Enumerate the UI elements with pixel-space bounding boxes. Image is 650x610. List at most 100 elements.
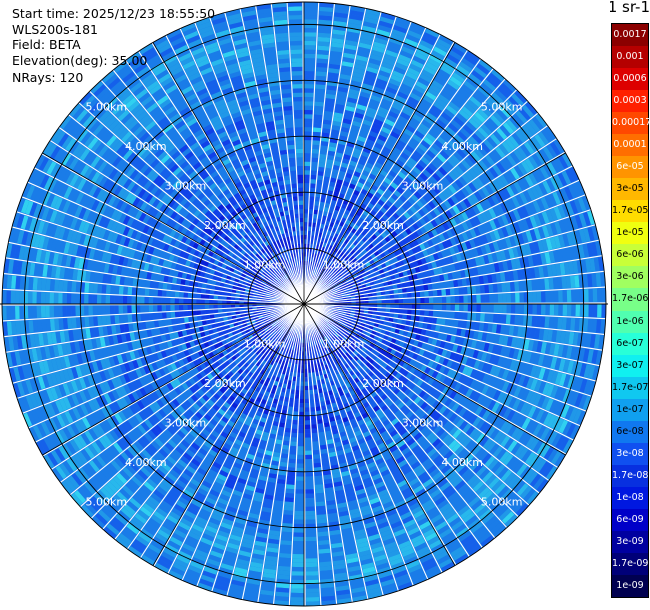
range-gate-cell	[410, 153, 420, 163]
range-gate-cell	[318, 268, 322, 274]
range-gate-cell	[441, 304, 447, 311]
range-gate-cell	[344, 244, 350, 250]
range-gate-cell	[541, 304, 546, 315]
range-gate-cell	[309, 394, 314, 399]
range-gate-cell	[588, 304, 594, 317]
range-gate-cell	[284, 427, 291, 433]
range-gate-cell	[304, 196, 309, 201]
range-gate-cell	[373, 41, 387, 49]
range-gate-cell	[294, 502, 304, 507]
range-gate-cell	[381, 181, 390, 189]
range-gate-cell	[312, 445, 320, 451]
range-gate-cell	[308, 222, 312, 227]
range-gate-cell	[313, 118, 322, 124]
range-gate-cell	[400, 83, 413, 92]
range-gate-cell	[321, 215, 327, 221]
range-gate-cell	[393, 66, 406, 75]
range-gate-cell	[435, 72, 448, 83]
range-gate-cell	[409, 169, 419, 179]
range-gate-cell	[424, 304, 430, 310]
range-gate-cell	[304, 49, 316, 54]
range-gate-cell	[322, 211, 328, 217]
range-gate-cell	[347, 187, 354, 194]
range-gate-cell	[372, 165, 381, 173]
range-gate-cell	[471, 70, 485, 82]
range-gate-cell	[313, 209, 319, 215]
range-gate-cell	[458, 87, 471, 99]
range-gate-cell	[425, 133, 436, 143]
range-gate-cell	[338, 211, 344, 217]
range-gate-cell	[354, 185, 362, 193]
range-gate-cell	[384, 90, 396, 99]
range-gate-cell	[419, 291, 425, 298]
range-gate-cell	[305, 510, 316, 516]
range-gate-cell	[317, 283, 322, 288]
range-gate-cell	[411, 88, 424, 98]
range-gate-cell	[407, 292, 412, 298]
range-gate-cell	[295, 389, 300, 395]
range-gate-cell	[454, 68, 468, 80]
range-gate-cell	[421, 119, 432, 129]
range-gate-cell	[518, 281, 524, 292]
range-gate-cell	[315, 406, 321, 412]
range-gate-cell	[304, 394, 309, 399]
range-gate-cell	[398, 87, 411, 96]
range-gate-cell	[305, 558, 318, 563]
range-gate-cell	[315, 188, 322, 194]
range-gate-cell	[304, 105, 313, 111]
range-gate-cell	[305, 463, 313, 468]
range-gate-cell	[366, 191, 374, 199]
range-gate-cell	[385, 49, 398, 58]
range-gate-cell	[314, 196, 321, 202]
range-gate-cell	[402, 293, 408, 299]
range-gate-cell	[307, 226, 312, 231]
range-gate-cell	[348, 133, 358, 140]
range-gate-cell	[317, 214, 323, 220]
range-gate-cell	[305, 566, 318, 572]
range-gate-cell	[484, 313, 490, 322]
range-gate-cell	[305, 515, 316, 520]
range-gate-cell	[347, 22, 362, 30]
range-gate-cell	[304, 58, 316, 63]
range-gate-cell	[362, 83, 374, 91]
range-gate-cell	[584, 304, 589, 317]
range-gate-cell	[319, 228, 324, 233]
range-gate-cell	[489, 294, 494, 303]
range-gate-cell	[313, 454, 321, 459]
range-gate-cell	[370, 184, 379, 192]
range-gate-cell	[351, 76, 363, 83]
range-gate-cell	[389, 37, 403, 46]
range-gate-cell	[304, 165, 311, 171]
range-gate-cell	[394, 294, 399, 299]
range-gate-cell	[349, 14, 363, 21]
range-gate-cell	[304, 204, 309, 210]
range-gate-cell	[488, 313, 494, 323]
range-gate-cell	[329, 55, 342, 61]
range-gate-cell	[304, 40, 316, 46]
range-gate-cell	[337, 234, 343, 241]
range-gate-cell	[344, 109, 354, 117]
range-gate-cell	[377, 299, 382, 304]
range-gate-cell	[421, 69, 434, 79]
range-gate-cell	[450, 304, 455, 311]
range-gate-cell	[433, 122, 444, 132]
range-gate-cell	[358, 159, 367, 166]
range-gate-cell	[416, 304, 421, 310]
range-gate-cell	[406, 314, 412, 321]
range-gate-cell	[422, 94, 435, 105]
range-gate-cell	[527, 315, 533, 327]
range-gate-cell	[319, 153, 327, 159]
range-gate-cell	[325, 273, 330, 279]
range-gate-cell	[329, 265, 334, 271]
range-gate-cell	[333, 112, 343, 118]
range-gate-cell	[398, 298, 404, 304]
range-gate-cell	[372, 146, 382, 154]
range-gate-cell	[407, 304, 412, 309]
range-gate-cell	[407, 298, 412, 304]
range-gate-cell	[428, 129, 439, 139]
range-gate-cell	[290, 597, 304, 602]
range-gate-cell	[314, 201, 320, 206]
range-gate-cell	[382, 192, 391, 200]
range-gate-cell	[305, 549, 318, 555]
range-gate-cell	[316, 414, 323, 420]
